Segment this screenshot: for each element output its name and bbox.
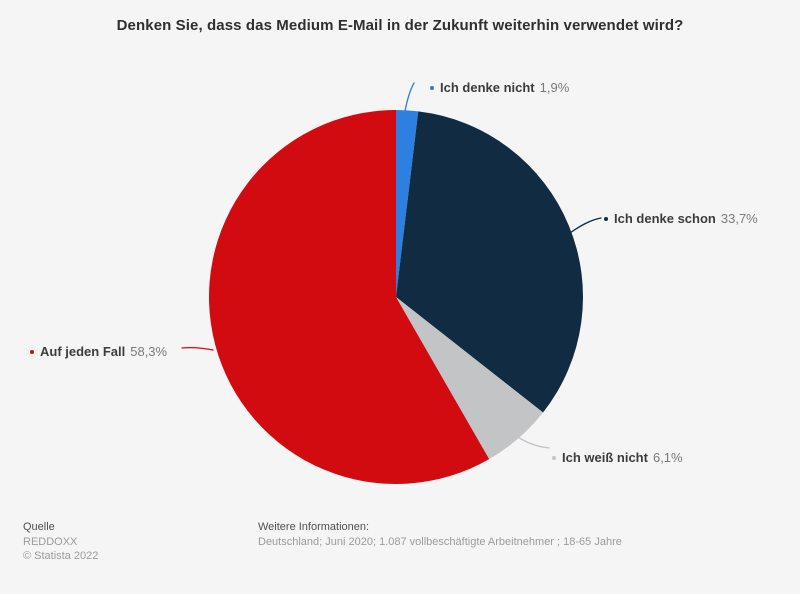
pie-label-text: Ich weiß nicht <box>562 450 648 465</box>
legend-dot-icon <box>30 350 34 354</box>
pie-label-value: 33,7% <box>720 211 758 226</box>
legend-dot-icon <box>430 86 434 90</box>
pie-label-value: 1,9% <box>539 80 570 95</box>
pie-label-text: Ich denke schon <box>614 211 716 226</box>
chart-title: Denken Sie, dass das Medium E-Mail in de… <box>116 17 684 34</box>
leader-line-ich-weiss-nicht <box>500 421 550 449</box>
leader-line-ich-denke-schon <box>569 217 602 234</box>
pie-label-text: Auf jeden Fall <box>40 344 126 359</box>
chart-footer: Quelle REDDOXX © Statista 2022 Weitere I… <box>23 520 777 564</box>
pie-slice-ich-denke-schon <box>396 111 584 413</box>
pie-label-text: Ich denke nicht <box>440 80 535 95</box>
legend-dot-icon <box>552 456 556 460</box>
legend-dot-icon <box>604 217 608 221</box>
copyright: © Statista 2022 <box>23 550 99 562</box>
info-label: Weitere Informationen: <box>258 521 370 533</box>
pie-label-auf-jeden-fall: Auf jeden Fall 58,3% <box>30 344 167 360</box>
leader-line-auf-jeden-fall <box>181 346 214 351</box>
pie-slice-auf-jeden-fall <box>209 110 490 485</box>
info-block: Weitere Informationen: Deutschland; Juni… <box>258 520 777 564</box>
source-name: REDDOXX <box>23 535 78 548</box>
source-block: Quelle REDDOXX © Statista 2022 <box>23 520 258 564</box>
info-text: Deutschland; Juni 2020; 1.087 vollbeschä… <box>258 535 622 548</box>
source-label: Quelle <box>23 521 55 533</box>
pie-label-ich-denke-nicht: Ich denke nicht 1,9% <box>430 80 569 96</box>
pie-slice-ich-weiss-nicht <box>396 297 544 460</box>
pie-label-ich-denke-schon: Ich denke schon 33,7% <box>604 211 758 227</box>
pie-label-value: 58,3% <box>130 344 168 359</box>
pie-label-value: 6,1% <box>652 450 683 465</box>
pie-slice-ich-denke-nicht <box>396 110 419 297</box>
pie-label-ich-weiss-nicht: Ich weiß nicht 6,1% <box>552 450 683 466</box>
leader-line-ich-denke-nicht <box>404 82 415 112</box>
